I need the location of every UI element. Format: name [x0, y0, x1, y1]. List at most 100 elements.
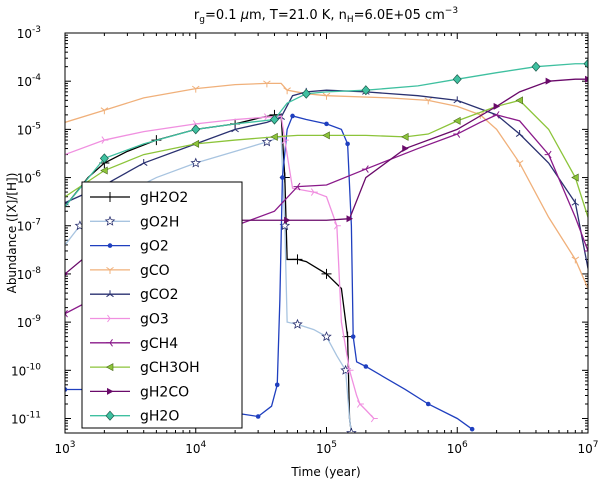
x-tick-label: 106	[447, 440, 468, 456]
data-point	[274, 382, 280, 388]
data-point	[469, 426, 475, 432]
data-point	[281, 136, 289, 144]
legend-marker	[106, 339, 113, 347]
legend-entry-gO2H: gO2H	[90, 214, 179, 230]
y-tick-label: 10-11	[11, 410, 41, 426]
x-tick-label: 104	[185, 440, 206, 456]
legend-marker	[105, 410, 115, 421]
plot-frame	[64, 32, 589, 434]
data-point	[263, 80, 271, 88]
data-point	[231, 125, 239, 133]
data-point	[350, 334, 356, 339]
data-point	[571, 256, 580, 264]
legend-label: gH2CO	[140, 384, 189, 400]
series-line-gCO2	[65, 89, 588, 269]
y-tick-label: 10-7	[17, 218, 41, 234]
data-point	[190, 157, 202, 168]
legend-entry-gH2O2: gH2O2	[90, 190, 188, 206]
data-point	[280, 175, 285, 180]
data-point	[545, 77, 553, 85]
legend-marker	[107, 387, 114, 395]
series-line-gH2O	[65, 63, 588, 207]
data-point	[425, 401, 431, 407]
y-axis-label: Abundance ([X]/[H])	[5, 173, 19, 294]
legend-entry-gO3: gO3	[90, 312, 169, 328]
x-tick-label: 105	[316, 440, 337, 456]
data-point	[585, 75, 588, 83]
data-point	[65, 272, 69, 276]
data-point	[292, 318, 303, 329]
legend-label: gCO2	[140, 287, 179, 303]
data-point	[515, 160, 524, 168]
data-point	[453, 96, 462, 104]
tick-labels: 103 104 105 106 107 10-11 10-10 10-9 10-8 10-7 10-…	[11, 25, 598, 456]
data-point	[453, 130, 461, 138]
data-point	[293, 182, 301, 191]
chart-title: rg=0.1 μm, T=21.0 K, nH=6.0E+05 cm−3	[194, 6, 458, 25]
legend-marker	[105, 192, 115, 202]
data-point	[100, 107, 109, 115]
legend-marker	[104, 215, 116, 226]
data-point	[322, 92, 331, 100]
legend-marker	[107, 314, 114, 323]
legend-marker	[106, 266, 114, 274]
legend-marker	[107, 243, 113, 248]
data-point	[65, 387, 68, 392]
legend-entry-gH2O: gH2O	[90, 409, 179, 425]
data-point	[361, 85, 371, 96]
data-point	[292, 254, 303, 265]
series-line-gO3	[65, 115, 375, 419]
data-point	[401, 132, 409, 141]
data-point	[361, 165, 369, 173]
y-tick-label: 10-9	[17, 314, 42, 330]
y-tick-label: 10-6	[17, 170, 42, 186]
data-point	[356, 400, 364, 408]
data-point	[370, 414, 378, 423]
legend-entry-gO2: gO2	[90, 239, 169, 255]
data-point	[493, 102, 501, 110]
series-gH2O	[65, 58, 588, 207]
data-point	[346, 427, 357, 433]
data-point	[191, 124, 201, 135]
data-point	[284, 216, 291, 224]
legend-label: gO2	[140, 239, 169, 255]
data-point	[191, 85, 200, 93]
data-point	[345, 141, 350, 147]
legend-label: gO2H	[140, 214, 179, 230]
data-point	[283, 87, 291, 95]
data-point	[139, 159, 148, 166]
data-point	[452, 74, 462, 85]
series-gO3	[65, 113, 378, 423]
legend-label: gH2O	[140, 409, 179, 425]
legend-entry-gCH3OH: gCH3OH	[90, 360, 200, 376]
legend-label: gCH3OH	[140, 360, 200, 376]
legend-entry-gH2CO: gH2CO	[90, 384, 189, 400]
data-point	[584, 250, 588, 252]
x-axis-label: Time (year)	[290, 465, 360, 479]
x-tick-label: 103	[54, 440, 75, 456]
data-point	[270, 132, 278, 141]
x-tick-label: 107	[577, 440, 598, 456]
data-point	[301, 88, 311, 99]
legend-label: gO3	[140, 312, 169, 328]
data-point	[290, 113, 295, 119]
data-point	[310, 188, 318, 196]
data-point	[571, 198, 580, 206]
data-point	[453, 116, 461, 125]
data-point	[270, 114, 279, 125]
data-point	[402, 145, 409, 153]
data-point	[346, 366, 354, 375]
data-point	[583, 58, 588, 69]
data-point	[346, 215, 354, 223]
data-point	[191, 139, 200, 148]
data-point	[333, 221, 341, 230]
legend: gH2O2 gO2H gO2 gCO gCO2 gO3 gCH4 gCH3OH gH2CO gH2…	[81, 181, 243, 429]
y-tick-label: 10-8	[17, 266, 42, 282]
legend-entry-gCH4: gCH4	[90, 336, 178, 352]
legend-entry-gCO2: gCO2	[90, 287, 179, 303]
data-point	[424, 97, 433, 105]
legend-entry-gCO: gCO	[90, 263, 170, 279]
y-tick-label: 10-3	[17, 25, 41, 41]
legend-label: gH2O2	[140, 190, 188, 206]
